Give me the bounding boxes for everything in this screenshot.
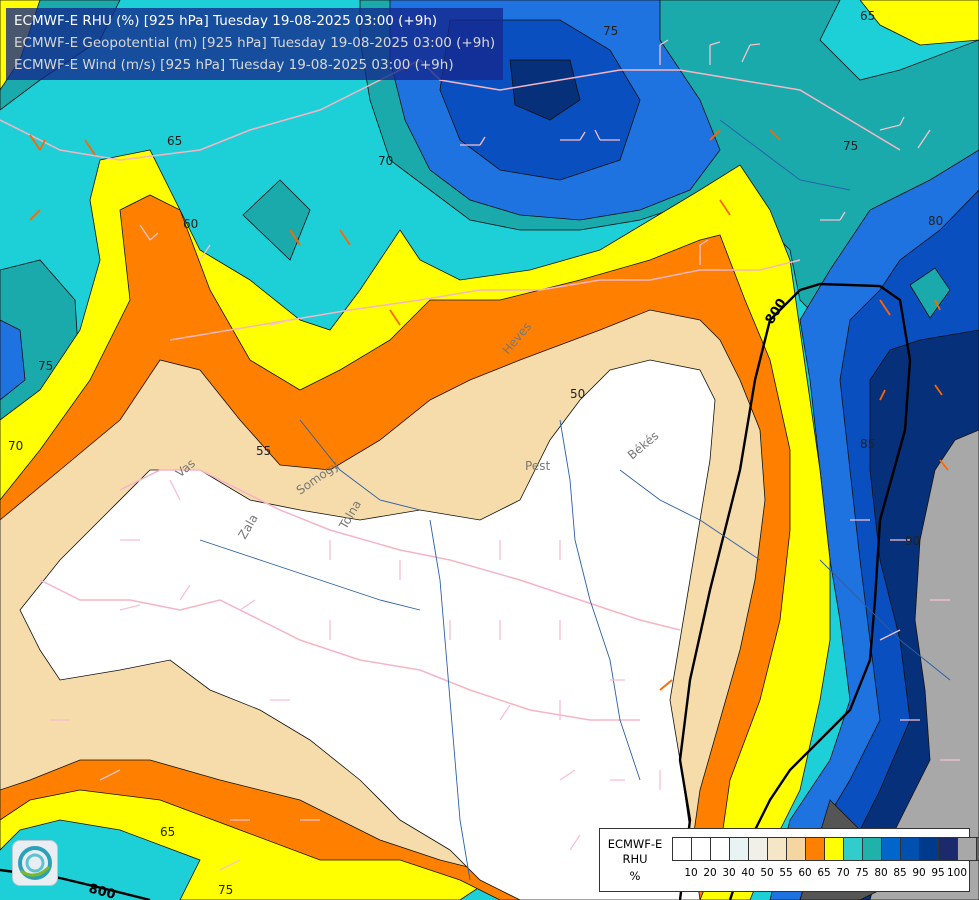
wind-title: ECMWF-E Wind (m/s) [925 hPa] Tuesday 19-…	[14, 57, 454, 73]
logo-icon	[18, 846, 52, 880]
legend-title-line: %	[629, 869, 641, 883]
legend-swatch	[958, 838, 977, 860]
legend-tick-label: 40	[741, 867, 755, 879]
contour-label: 75	[38, 359, 53, 373]
legend-title-line: RHU	[622, 852, 648, 866]
place-name: Pest	[525, 459, 550, 473]
legend-swatch	[711, 838, 730, 860]
wind-barbs	[50, 39, 960, 871]
legend-swatch	[863, 838, 882, 860]
legend-swatch	[787, 838, 806, 860]
geopotential-800-line	[678, 282, 912, 900]
legend-swatch	[692, 838, 711, 860]
legend-tick-label: 80	[874, 867, 888, 879]
rhu-fill-80-west	[0, 319, 26, 401]
wind-barbs-strong	[29, 129, 949, 691]
rhu-fill-75-ne-pocket	[909, 267, 951, 319]
legend-swatch	[939, 838, 958, 860]
legend-tick-label: 65	[817, 867, 831, 879]
legend-swatch	[768, 838, 787, 860]
legend-tick-label: 75	[855, 867, 869, 879]
country-borders	[0, 59, 901, 721]
contour-label: 65	[860, 9, 875, 23]
legend-tick-label: 55	[779, 867, 793, 879]
legend-tick-label: 100	[946, 867, 968, 879]
legend-tick-label: 95	[931, 867, 945, 879]
rhu-fill-90-north	[509, 59, 581, 121]
contour-label: 75	[218, 883, 233, 897]
contour-label: 90	[905, 534, 920, 548]
legend-swatch	[749, 838, 768, 860]
legend-swatch	[977, 838, 979, 860]
legend-swatch	[730, 838, 749, 860]
legend-swatch	[825, 838, 844, 860]
rhu-fill-45-core	[19, 359, 716, 900]
legend-swatch	[901, 838, 920, 860]
contour-label: 50	[570, 387, 585, 401]
legend-title: ECMWF-E RHU %	[600, 837, 670, 884]
legend-swatch	[920, 838, 939, 860]
contour-label: 55	[256, 444, 271, 458]
contour-label: 70	[8, 439, 23, 453]
ecmwf-logo	[12, 840, 58, 886]
contour-label: 60	[183, 217, 198, 231]
rhu-title: ECMWF-E RHU (%) [925 hPa] Tuesday 19-08-…	[14, 13, 438, 29]
legend-tick-label: 30	[722, 867, 736, 879]
legend-tick-label: 60	[798, 867, 812, 879]
legend-swatch	[882, 838, 901, 860]
map-title-box: ECMWF-E RHU (%) [925 hPa] Tuesday 19-08-…	[6, 8, 504, 80]
legend-tick-label: 10	[684, 867, 698, 879]
legend-tick-label: 70	[836, 867, 850, 879]
geopotential-label: 800	[87, 881, 117, 900]
legend-swatches	[672, 837, 979, 861]
contour-label: 75	[603, 24, 618, 38]
legend-swatch	[844, 838, 863, 860]
legend-title-line: ECMWF-E	[607, 837, 663, 851]
rhu-fill-95-east	[869, 429, 979, 900]
rivers	[199, 119, 951, 881]
legend-tick-label: 50	[760, 867, 774, 879]
contour-label: 70	[378, 154, 393, 168]
contour-label: 65	[160, 825, 175, 839]
contour-label: 80	[928, 214, 943, 228]
rhu-legend: ECMWF-E RHU % 10 20 30 40 50 55 60 65 70 75 80 85 90…	[599, 828, 979, 892]
legend-tick-label: 85	[893, 867, 907, 879]
legend-swatch	[806, 838, 825, 860]
contour-label: 65	[167, 134, 182, 148]
legend-swatch	[673, 838, 692, 860]
contour-label: 75	[843, 139, 858, 153]
legend-tick-label: 90	[912, 867, 926, 879]
contour-label: 85	[860, 437, 875, 451]
rhu-fill-60-ne	[859, 0, 979, 46]
rhu-fill-75-pocket	[242, 179, 311, 261]
legend-tick-label: 20	[703, 867, 717, 879]
geopotential-title: ECMWF-E Geopotential (m) [925 hPa] Tuesd…	[14, 35, 496, 51]
